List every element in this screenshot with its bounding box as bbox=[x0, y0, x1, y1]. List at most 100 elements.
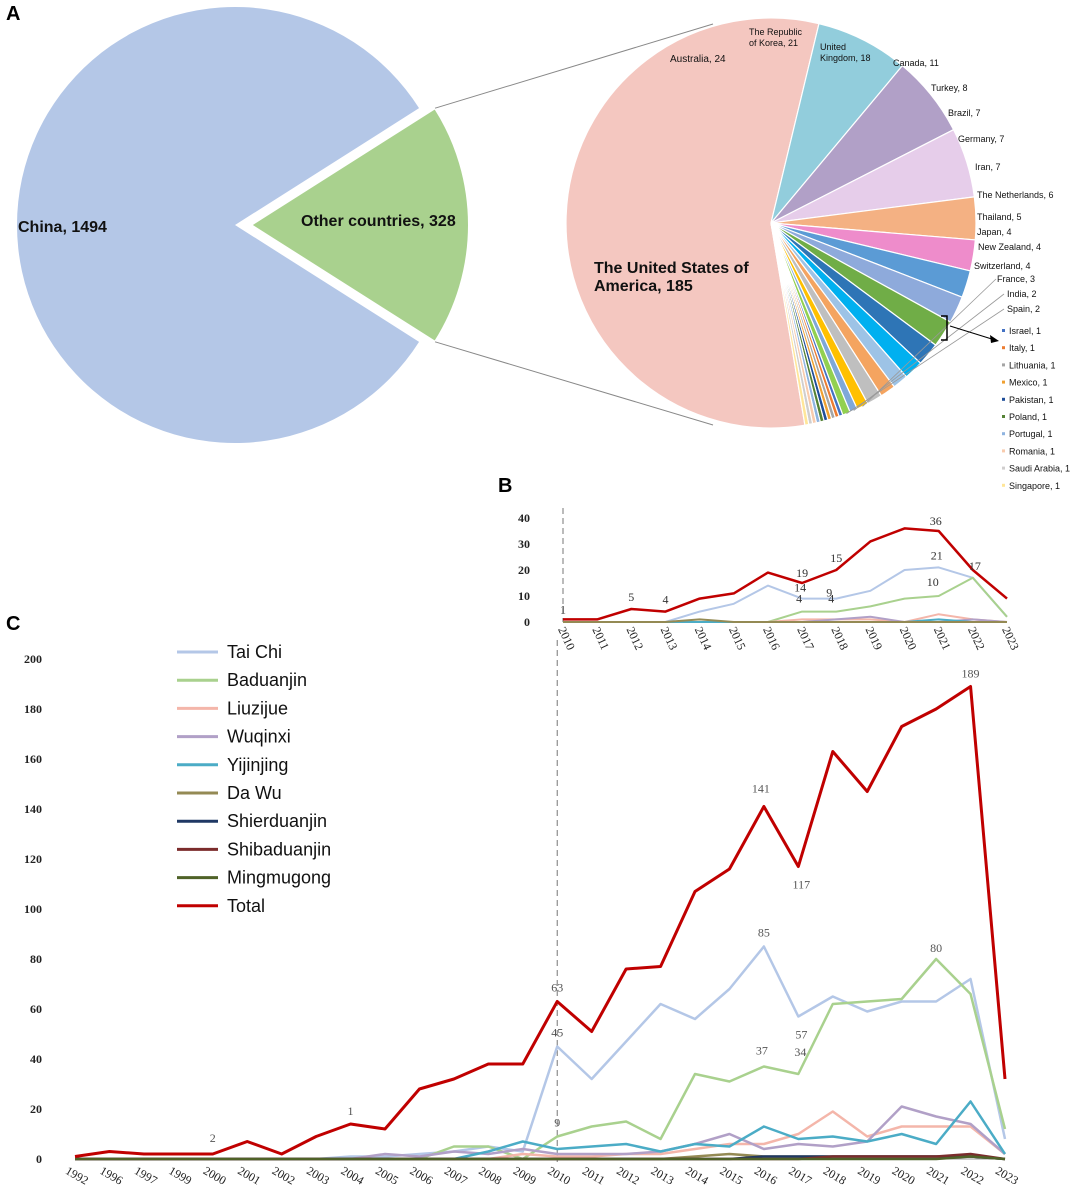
y-tick-label: 30 bbox=[518, 537, 530, 551]
series-line-total bbox=[74, 685, 1007, 1158]
y-tick-label: 20 bbox=[30, 1102, 42, 1116]
pie-label-switzerland: Switzerland, 4 bbox=[974, 261, 1031, 271]
line-chart-b: 0 10 20 30 40 2010 2011 2012 2013 2014 2015 2016 201… bbox=[518, 508, 1022, 652]
legend-label-romania: Romania, 1 bbox=[1009, 446, 1055, 456]
legend-label-singapore: Singapore, 1 bbox=[1009, 481, 1060, 491]
x-tick-label: 2008 bbox=[476, 1163, 504, 1187]
x-tick-label: 2023 bbox=[993, 1163, 1021, 1187]
x-tick-label: 2014 bbox=[692, 624, 715, 652]
series-line-baduanjin bbox=[75, 957, 1007, 1161]
x-tick-label: 2019 bbox=[855, 1163, 883, 1187]
connector-top-line bbox=[434, 23, 714, 109]
data-label-baduanjin: 9 bbox=[554, 1116, 560, 1130]
data-label-baduanjin: 80 bbox=[930, 941, 942, 955]
panel-letter-b: B bbox=[498, 475, 512, 497]
x-tick-label: 2016 bbox=[760, 624, 783, 652]
legend-label-pakistan: Pakistan, 1 bbox=[1009, 395, 1054, 405]
arrow-line bbox=[949, 325, 996, 341]
pie-label-the-united-states-of-america: The United States of America, 185 bbox=[594, 260, 749, 295]
legend-marker-poland bbox=[1002, 415, 1005, 418]
y-tick-label: 10 bbox=[518, 589, 530, 603]
bracket-mark bbox=[941, 315, 948, 341]
pie-label-china: China, 1494 bbox=[18, 219, 107, 236]
legend-label-saudi-arabia: Saudi Arabia, 1 bbox=[1009, 464, 1070, 474]
y-tick-label: 80 bbox=[30, 952, 42, 966]
y-tick-label: 200 bbox=[24, 652, 42, 666]
y-tick-label: 100 bbox=[24, 902, 42, 916]
data-label-total: 2 bbox=[210, 1131, 216, 1145]
data-label-tai-chi: 45 bbox=[551, 1026, 563, 1040]
pie-connector-lines bbox=[434, 23, 714, 426]
data-label-baduanjin: 4 bbox=[828, 592, 834, 606]
x-tick-label: 2005 bbox=[373, 1163, 401, 1187]
legend-label-poland: Poland, 1 bbox=[1009, 412, 1047, 422]
x-tick-label: 2020 bbox=[890, 1163, 918, 1187]
leader-line-spain bbox=[846, 308, 1005, 414]
pie-label-australia: Australia, 24 bbox=[670, 54, 726, 65]
legend-marker-romania bbox=[1002, 449, 1005, 453]
pie-label-brazil: Brazil, 7 bbox=[948, 108, 981, 118]
pie-slice-other-countries bbox=[249, 106, 470, 344]
x-tick-label: 2023 bbox=[999, 624, 1022, 652]
series-line-tai-chi bbox=[75, 945, 1007, 1161]
data-label-baduanjin: 34 bbox=[794, 1045, 806, 1059]
data-label-tai-chi: 57 bbox=[795, 1028, 807, 1042]
legend-label-shibaduanjin: Shibaduanjin bbox=[227, 839, 331, 859]
legend-marker-portugal bbox=[1002, 432, 1005, 436]
data-label-total: 1 bbox=[348, 1104, 354, 1118]
panel-letter-c: C bbox=[6, 613, 20, 635]
y-tick-label: 140 bbox=[24, 802, 42, 816]
x-tick-label: 2002 bbox=[270, 1163, 298, 1187]
y-tick-label: 40 bbox=[30, 1052, 42, 1066]
x-tick-label: 1999 bbox=[166, 1163, 194, 1187]
pie-label-france: France, 3 bbox=[997, 274, 1035, 284]
data-label-total: 36 bbox=[930, 514, 942, 528]
arrow-head-icon bbox=[990, 335, 999, 343]
legend-label-italy: Italy, 1 bbox=[1009, 343, 1035, 353]
x-tick-label: 2022 bbox=[959, 1163, 987, 1187]
pie-main-chart: China, 1494 Other countries, 328 bbox=[16, 7, 470, 444]
data-label-total: 141 bbox=[752, 782, 770, 796]
x-tick-label: 2004 bbox=[339, 1163, 367, 1187]
data-label-tai-chi: 9 bbox=[826, 586, 832, 600]
panel-letter-a: A bbox=[6, 3, 20, 25]
pie-label-thailand: Thailand, 5 bbox=[977, 212, 1022, 222]
connector-bottom-line bbox=[434, 341, 714, 426]
pie-slice-singapore bbox=[770, 222, 810, 426]
series-line-liuzijue bbox=[563, 613, 1008, 623]
x-tick-label: 2009 bbox=[511, 1163, 539, 1187]
legend-label-yijinjing: Yijinjing bbox=[227, 755, 288, 775]
x-tick-label: 2001 bbox=[235, 1163, 263, 1187]
x-tick-label: 1997 bbox=[132, 1163, 160, 1187]
data-label-total: 63 bbox=[551, 981, 563, 995]
x-tick-label: 2006 bbox=[408, 1163, 436, 1187]
y-tick-label: 60 bbox=[30, 1002, 42, 1016]
y-tick-label: 160 bbox=[24, 752, 42, 766]
pie-slice-china bbox=[16, 7, 420, 444]
pie-label-canada: Canada, 11 bbox=[893, 58, 939, 68]
pie-label-the-netherlands: The Netherlands, 6 bbox=[977, 190, 1054, 200]
x-tick-label: 1992 bbox=[63, 1163, 91, 1187]
pie-label-other-countries: Other countries, 328 bbox=[301, 213, 456, 230]
x-tick-label: 2011 bbox=[580, 1164, 607, 1188]
x-tick-label: 2015 bbox=[718, 1163, 746, 1187]
y-tick-label: 0 bbox=[36, 1152, 42, 1166]
legend-label-baduanjin: Baduanjin bbox=[227, 670, 307, 690]
legend-marker-pakistan bbox=[1002, 397, 1005, 401]
pie-detail-chart: The United States of America, 185 Australi… bbox=[565, 17, 1070, 491]
legend-label-israel: Israel, 1 bbox=[1009, 326, 1041, 336]
leader-line-india bbox=[853, 293, 1005, 411]
pie-label-turkey: Turkey, 8 bbox=[931, 83, 968, 93]
x-tick-label: 2011 bbox=[589, 625, 612, 652]
legend-label-da-wu: Da Wu bbox=[227, 783, 282, 803]
data-label-total: 19 bbox=[796, 566, 808, 580]
pie-label-spain: Spain, 2 bbox=[1007, 304, 1040, 314]
x-tick-label: 2012 bbox=[624, 624, 647, 652]
x-tick-label: 2018 bbox=[821, 1163, 849, 1187]
pie-label-germany: Germany, 7 bbox=[958, 134, 1004, 144]
x-tick-label: 2018 bbox=[828, 624, 851, 652]
data-label-tai-chi: 17 bbox=[969, 559, 981, 573]
series-line-mingmugong bbox=[75, 1155, 1006, 1161]
